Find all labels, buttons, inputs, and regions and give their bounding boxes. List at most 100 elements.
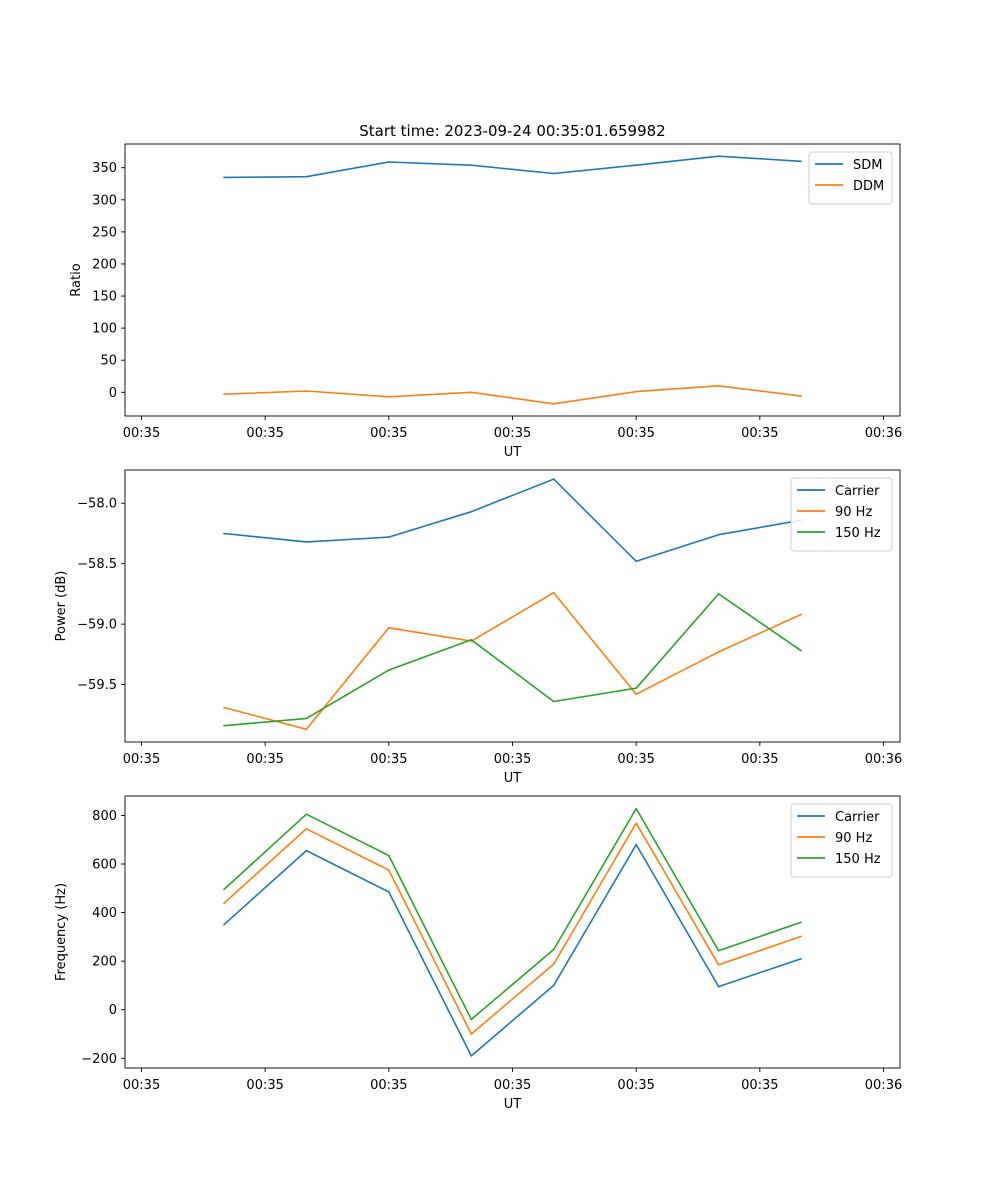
subplot-2: 00:35 00:35 00:35 00:35 00:35 00:35 00:36 −59.5… [54, 469, 902, 786]
data-point [223, 176, 225, 179]
series-line-90-hz [223, 591, 802, 731]
series-group [223, 155, 802, 405]
y-tick-label: 150 [92, 290, 117, 305]
y-tick-label: −59.0 [77, 618, 117, 633]
data-point [470, 391, 473, 394]
axes-frame [124, 469, 901, 743]
x-tick-label: 00:35 [246, 1078, 283, 1093]
data-point [635, 807, 637, 810]
x-tick-label: 00:35 [741, 1078, 778, 1093]
data-point [717, 155, 720, 157]
data-point [470, 510, 473, 513]
data-point [388, 669, 390, 671]
data-point [470, 639, 473, 641]
data-point [717, 651, 720, 653]
data-point [305, 827, 308, 830]
x-tick-label: 00:36 [865, 1078, 902, 1093]
series-line-150-hz [223, 807, 802, 1021]
legend-label: 90 Hz [835, 831, 872, 846]
series-line-90-hz [223, 822, 802, 1035]
data-point [388, 869, 390, 871]
y-axis-label: Frequency (Hz) [54, 883, 69, 981]
data-point [552, 591, 555, 594]
data-point [552, 963, 555, 965]
y-tick-label: 0 [109, 1003, 117, 1018]
x-axis-label: UT [504, 771, 522, 786]
data-point [223, 706, 225, 709]
x-tick-label: 00:35 [494, 426, 531, 441]
data-point [223, 393, 225, 395]
series-line-ddm [223, 384, 802, 405]
data-point [223, 902, 225, 905]
data-point [717, 593, 720, 595]
data-point [552, 984, 555, 987]
y-tick-label: 100 [92, 322, 117, 337]
axes-frame [124, 795, 901, 1069]
data-point [800, 613, 802, 616]
data-point [635, 822, 637, 824]
y-axis-label: Ratio [69, 263, 84, 296]
subplot-1: Start time: 2023-09-24 00:35:01.65998200… [69, 122, 902, 460]
x-tick-label: 00:35 [246, 426, 283, 441]
data-point [717, 963, 720, 966]
x-tick-label: 00:35 [123, 426, 160, 441]
data-point [635, 687, 637, 690]
data-point [635, 843, 637, 846]
y-tick-label: 250 [92, 225, 117, 240]
y-tick-label: 600 [92, 858, 117, 873]
data-point [800, 957, 802, 960]
x-tick-label: 00:35 [617, 752, 654, 767]
x-axis-label: UT [504, 1097, 522, 1112]
chart-title: Start time: 2023-09-24 00:35:01.659982 [359, 122, 665, 140]
x-tick-label: 00:35 [494, 752, 531, 767]
data-point [800, 921, 802, 924]
x-tick-label: 00:35 [370, 752, 407, 767]
y-axis-label: Power (dB) [54, 571, 69, 642]
data-point [552, 948, 555, 951]
x-tick-label: 00:35 [246, 752, 283, 767]
data-point [305, 813, 308, 816]
data-point [223, 923, 225, 926]
x-tick-label: 00:35 [370, 426, 407, 441]
data-point [635, 693, 637, 696]
data-point [305, 390, 308, 392]
y-tick-label: 300 [92, 193, 117, 208]
y-tick-label: 800 [92, 809, 117, 824]
series-line-150-hz [223, 593, 802, 727]
data-point [470, 1018, 473, 1021]
data-point [305, 541, 308, 543]
x-tick-label: 00:35 [370, 1078, 407, 1093]
data-point [470, 1033, 473, 1035]
y-tick-label: −58.0 [77, 497, 117, 512]
y-tick-label: −59.5 [77, 678, 117, 693]
data-point [305, 849, 308, 852]
y-tick-label: 0 [109, 386, 117, 401]
series-group [223, 807, 802, 1057]
x-tick-label: 00:35 [123, 752, 160, 767]
series-line-carrier [223, 478, 802, 563]
data-point [717, 949, 720, 952]
data-point [388, 161, 390, 163]
data-point [717, 533, 720, 536]
data-point [552, 700, 555, 703]
data-point [717, 385, 720, 387]
legend-label: Carrier [835, 810, 880, 825]
series-line-carrier [223, 843, 802, 1057]
y-tick-label: 50 [100, 354, 117, 369]
x-tick-label: 00:36 [865, 426, 902, 441]
data-point [800, 935, 802, 938]
legend-label: 150 Hz [835, 852, 881, 867]
series-group [223, 478, 802, 731]
data-point [635, 560, 637, 563]
data-point [388, 395, 390, 398]
data-point [388, 854, 390, 857]
y-tick-label: 400 [92, 906, 117, 921]
data-point [305, 717, 308, 720]
legend-label: 150 Hz [835, 526, 881, 541]
data-point [305, 175, 308, 178]
legend: SDM DDM [808, 151, 893, 205]
x-tick-label: 00:35 [494, 1078, 531, 1093]
data-point [800, 649, 802, 652]
series-line-sdm [223, 155, 802, 179]
